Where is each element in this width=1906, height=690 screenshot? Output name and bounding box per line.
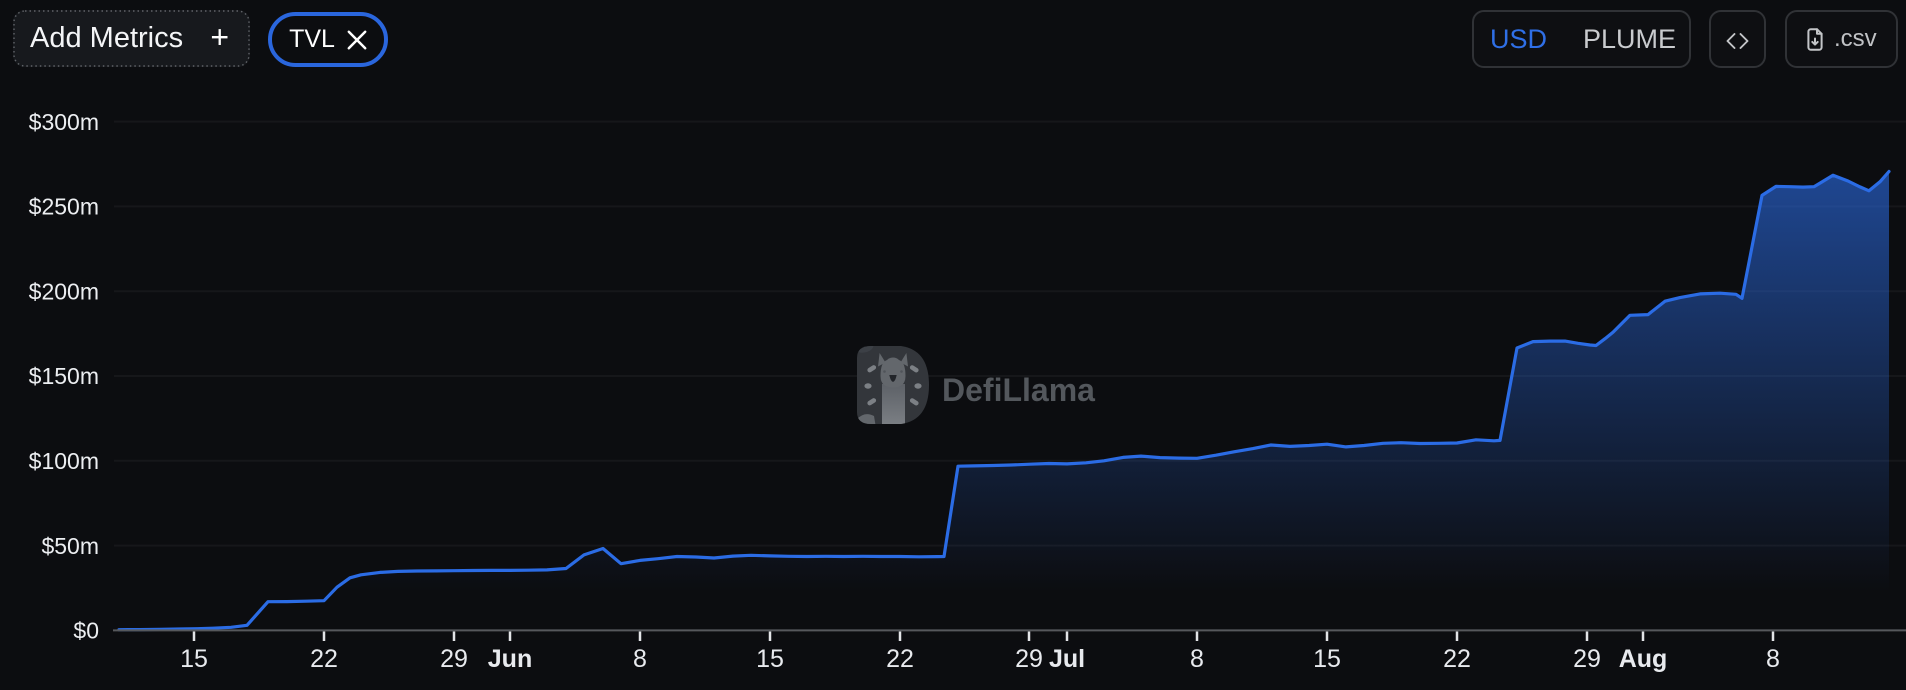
- svg-text:29: 29: [1573, 645, 1601, 673]
- svg-text:22: 22: [1443, 645, 1471, 673]
- svg-text:Jul: Jul: [1049, 645, 1085, 673]
- svg-text:22: 22: [310, 645, 338, 673]
- svg-text:Jun: Jun: [488, 645, 532, 673]
- svg-text:$200m: $200m: [29, 278, 99, 304]
- svg-text:15: 15: [1313, 645, 1341, 673]
- svg-text:$150m: $150m: [29, 363, 99, 389]
- svg-text:$0: $0: [73, 618, 99, 644]
- svg-text:$250m: $250m: [29, 194, 99, 220]
- svg-text:Aug: Aug: [1619, 645, 1668, 673]
- svg-text:$50m: $50m: [41, 533, 99, 559]
- svg-text:15: 15: [756, 645, 784, 673]
- svg-text:15: 15: [180, 645, 208, 673]
- svg-text:22: 22: [886, 645, 914, 673]
- svg-text:8: 8: [1766, 645, 1780, 673]
- svg-text:8: 8: [1190, 645, 1204, 673]
- svg-text:29: 29: [440, 645, 468, 673]
- svg-text:$300m: $300m: [29, 109, 99, 135]
- svg-text:$100m: $100m: [29, 448, 99, 474]
- svg-text:8: 8: [633, 645, 647, 673]
- svg-text:29: 29: [1015, 645, 1043, 673]
